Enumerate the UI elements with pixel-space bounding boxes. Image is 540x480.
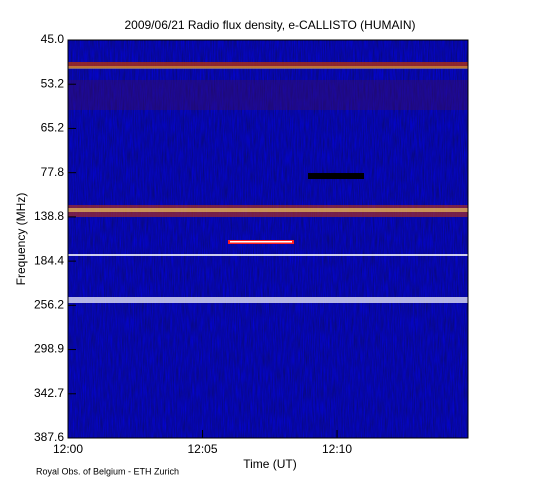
y-tick-label: 298.9: [34, 342, 64, 356]
y-tick-label: 65.2: [41, 121, 65, 135]
plot-frame: [67, 39, 469, 439]
y-tick-label: 53.2: [41, 76, 65, 90]
y-tick-label: 387.6: [34, 430, 64, 444]
y-axis-label: Frequency (MHz): [14, 193, 28, 286]
y-tick-label: 256.2: [34, 298, 64, 312]
y-tick-label: 138.8: [34, 209, 64, 223]
y-tick-label: 342.7: [34, 386, 64, 400]
spectrogram-image: [68, 40, 468, 438]
x-axis-label: Time (UT): [243, 457, 297, 471]
chart-title: 2009/06/21 Radio flux density, e-CALLIST…: [124, 18, 415, 32]
x-tick-label: 12:10: [322, 442, 352, 456]
y-tick-label: 184.4: [34, 253, 64, 267]
y-tick-label: 77.8: [41, 165, 65, 179]
credit: Royal Obs. of Belgium - ETH Zurich: [36, 466, 179, 476]
y-tick-label: 45.0: [41, 32, 65, 46]
x-tick-label: 12:00: [53, 442, 83, 456]
x-tick-label: 12:05: [187, 442, 217, 456]
